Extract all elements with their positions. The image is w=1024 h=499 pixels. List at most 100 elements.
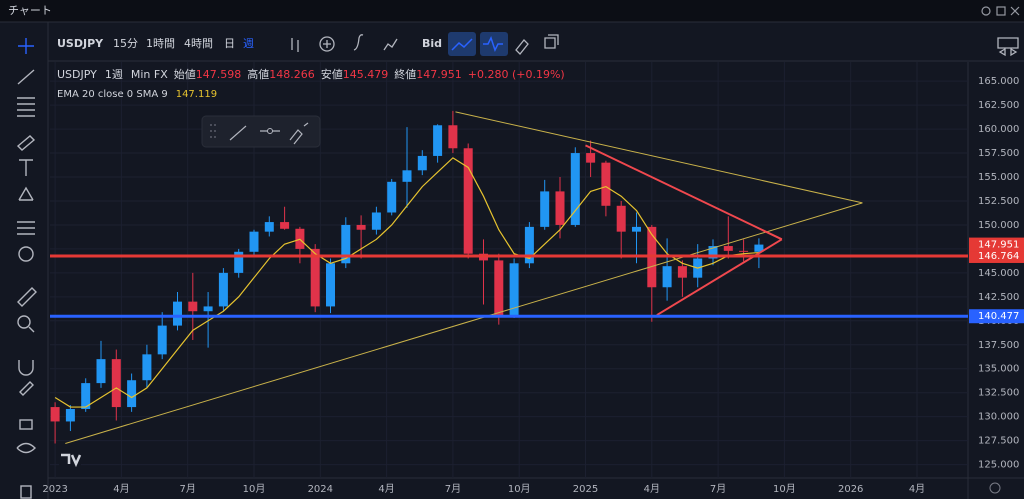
price-label-bg: [969, 309, 1024, 324]
candle-body: [509, 263, 519, 316]
y-tick-label: 135.000: [978, 364, 1019, 375]
grip: [210, 124, 216, 138]
trend-line: [455, 111, 863, 204]
trend-line: [585, 144, 783, 241]
candle-body: [356, 224, 366, 230]
interval-button[interactable]: 日: [224, 37, 235, 50]
candle-body: [601, 162, 611, 206]
y-tick-label: 155.000: [978, 172, 1019, 183]
legend-interval: 1週: [105, 68, 123, 81]
candle-body: [417, 155, 427, 171]
legend-source: Min FX: [131, 68, 168, 81]
candle-body: [570, 153, 580, 225]
x-tick-label: 10月: [508, 483, 531, 495]
drawing-tools: [267, 128, 273, 134]
candle-body: [157, 325, 167, 355]
interval-button[interactable]: 1時間: [146, 37, 175, 50]
x-tick-label: 2024: [308, 484, 333, 495]
x-tick-label: 4月: [378, 483, 394, 495]
price-label: 147.951: [978, 240, 1019, 251]
y-tick-label: 157.500: [978, 148, 1019, 159]
symbol[interactable]: USDJPY: [57, 37, 104, 50]
price-label: 140.477: [978, 311, 1019, 322]
legend-label: 安値: [321, 67, 343, 81]
x-tick-label: 2025: [573, 484, 598, 495]
x-tick-label: 2023: [42, 484, 67, 495]
interval-button[interactable]: 15分: [113, 37, 138, 50]
y-tick-label: 160.000: [978, 124, 1019, 135]
candle-body: [739, 250, 749, 252]
candle-body: [723, 246, 733, 251]
y-tick-label: 130.000: [978, 412, 1019, 423]
candle-body: [524, 226, 534, 264]
x-tick-label: 4月: [909, 483, 925, 495]
x-tick-label: 7月: [710, 483, 726, 495]
candle-body: [494, 260, 504, 316]
candle-body: [402, 170, 412, 182]
ema-line: [54, 157, 759, 408]
candle-body: [127, 380, 137, 408]
y-tick-label: 152.500: [978, 196, 1019, 207]
window-controls[interactable]: [981, 6, 1020, 16]
active-button[interactable]: [480, 32, 508, 56]
candle-body: [463, 148, 473, 254]
price-label-bg: [969, 248, 1024, 263]
layout-icon[interactable]: [997, 37, 1019, 57]
candle-body: [326, 263, 335, 307]
candle-body: [586, 153, 596, 163]
legend-label: 始値: [174, 67, 196, 81]
candle-body: [387, 181, 397, 213]
x-tick-label: 7月: [180, 483, 196, 495]
x-tick-label: 7月: [445, 483, 461, 495]
left-toolbar[interactable]: [16, 38, 37, 499]
y-tick-label: 162.500: [978, 100, 1019, 111]
x-tick-label: 2026: [838, 484, 863, 495]
candle-body: [188, 301, 198, 312]
settings-icon[interactable]: [989, 482, 1001, 494]
y-tick-label: 150.000: [978, 220, 1019, 231]
candle-body: [65, 408, 75, 422]
candle-body: [264, 222, 274, 232]
candle-body: [203, 306, 213, 312]
candle-body: [555, 191, 565, 225]
y-tick-label: 142.500: [978, 292, 1019, 303]
legend-value: 148.266: [269, 68, 315, 81]
trend-line: [65, 202, 863, 444]
candle-body: [616, 205, 626, 232]
candle-body: [280, 222, 290, 229]
candle-body: [50, 407, 60, 422]
legend-change: +0.280 (+0.19%): [468, 68, 565, 81]
price-label-bg: [969, 237, 1024, 252]
legend-symbol: USDJPY: [57, 68, 97, 81]
candle-body: [632, 226, 641, 232]
x-tick-label: 4月: [644, 483, 660, 495]
indicator-label: EMA 20 close 0 SMA 9: [57, 89, 168, 100]
candle-body: [754, 244, 764, 252]
candle-body: [249, 231, 259, 252]
candle-body: [310, 248, 320, 307]
title-bar: [0, 0, 1024, 22]
logo: [61, 453, 82, 468]
y-tick-label: 127.500: [978, 436, 1019, 447]
icon: [483, 36, 503, 52]
candle-body: [218, 272, 228, 307]
legend-label: 高値: [247, 67, 269, 81]
trend-line: [656, 238, 783, 316]
y-tick-label: 165.000: [978, 76, 1019, 87]
candle-body: [677, 266, 687, 278]
price-label: 146.764: [978, 251, 1019, 262]
legend-value: 147.951: [416, 68, 462, 81]
active-button[interactable]: [448, 32, 476, 56]
interval-button[interactable]: 4時間: [184, 37, 213, 50]
candle-body: [341, 224, 351, 264]
candle-body: [142, 354, 152, 381]
price-type[interactable]: Bid: [422, 37, 442, 50]
interval-button[interactable]: 週: [243, 37, 254, 50]
toolbar-icons[interactable]: [291, 34, 398, 52]
toolbar-icons[interactable]: [515, 34, 559, 55]
candle-body: [448, 125, 458, 149]
candle-body: [708, 246, 718, 259]
candle-body: [96, 359, 106, 384]
y-tick-label: 125.000: [978, 460, 1019, 471]
